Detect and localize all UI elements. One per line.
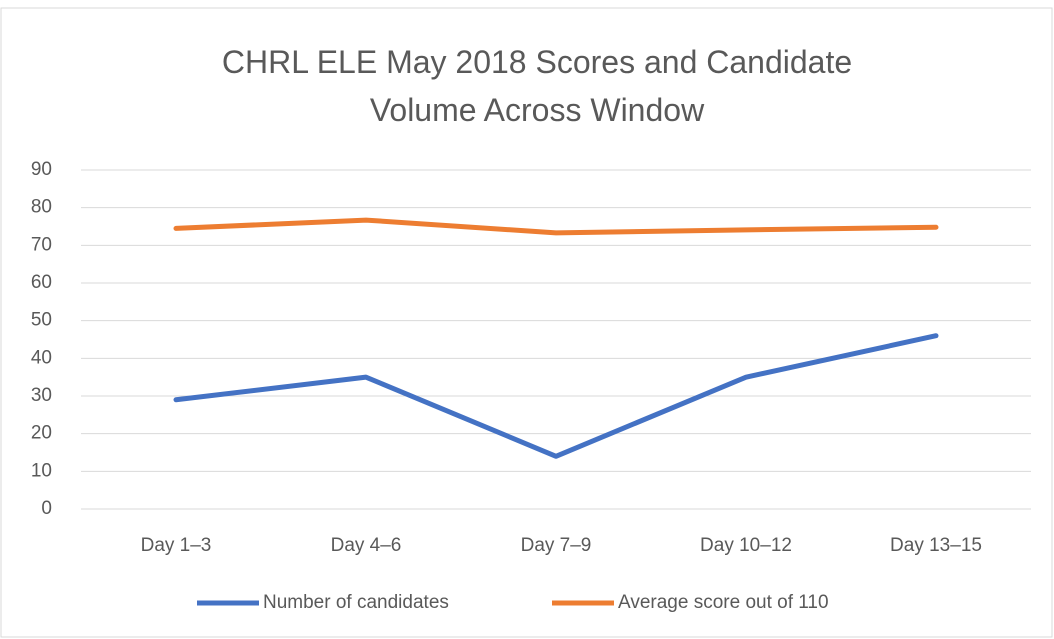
y-tick-label: 40 bbox=[31, 347, 52, 368]
chart-title: CHRL ELE May 2018 Scores and Candidate V… bbox=[221, 44, 853, 128]
y-tick-label: 30 bbox=[31, 385, 52, 406]
x-tick-label: Day 7–9 bbox=[521, 535, 592, 556]
series-line bbox=[173, 217, 939, 236]
y-tick-label: 60 bbox=[31, 272, 52, 293]
y-tick-label: 90 bbox=[31, 159, 52, 180]
x-tick-label: Day 4–6 bbox=[331, 535, 402, 556]
legend-label: Average score out of 110 bbox=[618, 592, 829, 613]
y-tick-label: 20 bbox=[31, 423, 52, 444]
x-tick-label: Day 10–12 bbox=[700, 535, 792, 556]
x-tick-label: Day 13–15 bbox=[890, 535, 982, 556]
x-tick-label: Day 1–3 bbox=[141, 535, 212, 556]
y-tick-label: 80 bbox=[31, 197, 52, 218]
y-tick-label: 50 bbox=[31, 310, 52, 331]
y-tick-label: 10 bbox=[31, 460, 52, 481]
chart-border bbox=[0, 7, 1053, 638]
y-tick-label: 70 bbox=[31, 234, 52, 255]
y-tick-label: 0 bbox=[41, 498, 52, 519]
series-line bbox=[173, 333, 939, 459]
legend-label: Number of candidates bbox=[263, 592, 449, 613]
